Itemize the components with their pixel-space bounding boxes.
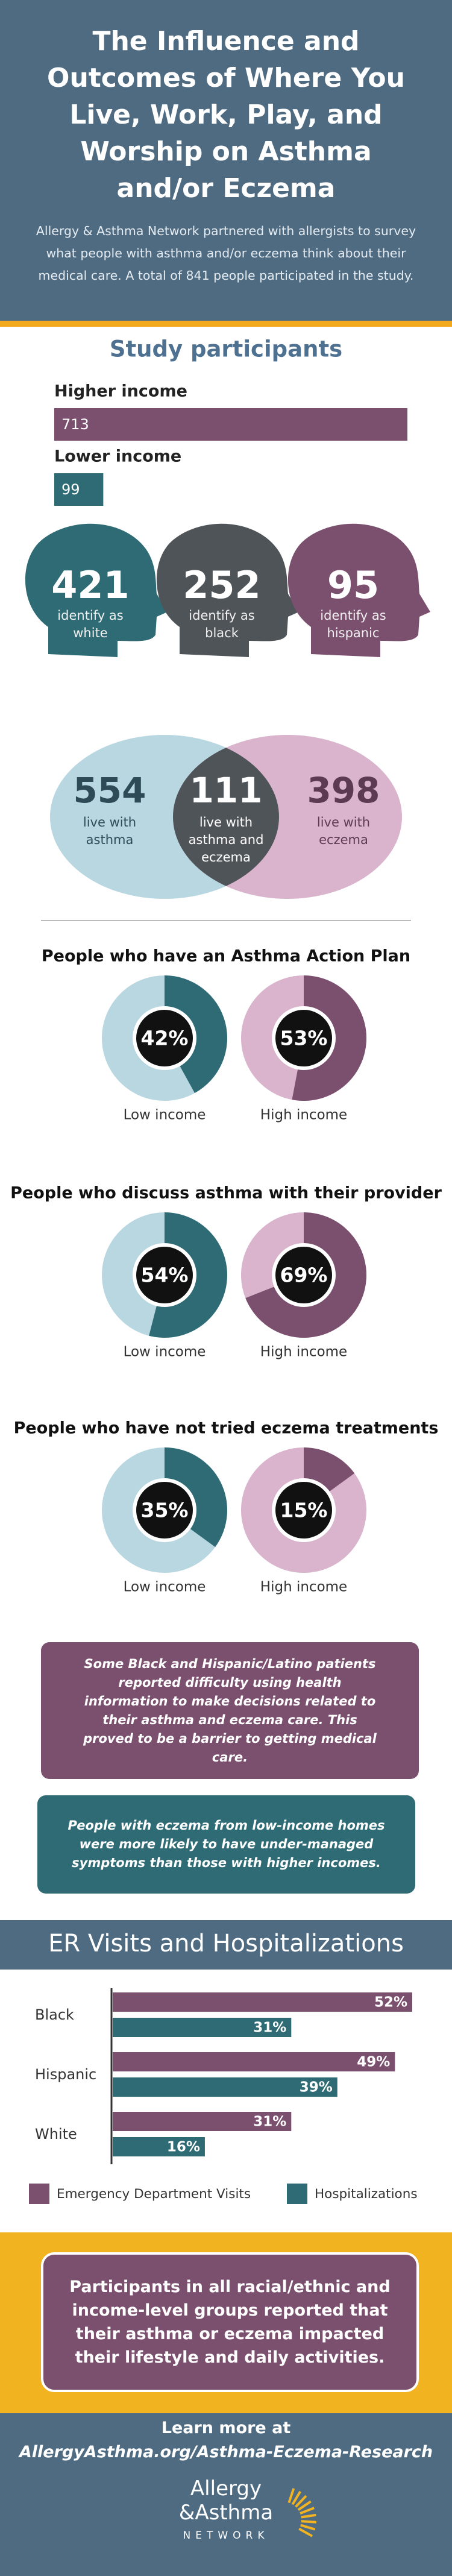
footer-lead: Learn more at: [161, 2419, 291, 2437]
value-label: 99: [61, 481, 80, 498]
header-subtitle: Allergy & Asthma Network partnered with …: [36, 224, 416, 283]
category-label: Black: [35, 2006, 74, 2023]
head-shape: [287, 523, 430, 657]
head-icon: [25, 523, 168, 657]
category-label: Low income: [124, 1107, 206, 1123]
bar: [113, 1992, 412, 2012]
category-label: White: [35, 2126, 77, 2143]
section-title: ER Visits and Hospitalizations: [48, 1930, 404, 1957]
head-label: identify as black: [189, 608, 255, 640]
category-label: Low income: [124, 1344, 206, 1360]
category-label: High income: [260, 1344, 347, 1360]
donut-center: [275, 1482, 332, 1538]
venn-label: live with asthma: [83, 815, 137, 847]
head-value: 421: [51, 563, 129, 607]
callout-box: People with eczema from low-income homes…: [37, 1795, 415, 1894]
bar: [113, 2052, 395, 2071]
value-label: 31%: [253, 2114, 286, 2130]
category-label: Lower income: [54, 447, 181, 466]
head-label: identify as white: [57, 608, 124, 640]
value-label: 49%: [357, 2055, 390, 2070]
value-label: 54%: [141, 1264, 189, 1287]
category-label: High income: [260, 1107, 347, 1123]
logo-text: Allergy: [190, 2477, 262, 2501]
value-label: 31%: [253, 2020, 286, 2036]
header-stripe: [0, 321, 452, 327]
value-label: 39%: [300, 2080, 333, 2096]
donut-center: [136, 1010, 193, 1066]
value-label: 69%: [280, 1264, 328, 1287]
bar: [54, 408, 407, 441]
donut-center: [136, 1482, 193, 1538]
head-value: 252: [183, 563, 260, 607]
donut-center: [136, 1247, 193, 1303]
logo-ray: [300, 2524, 316, 2531]
value-label: 713: [61, 416, 89, 433]
value-label: 42%: [141, 1027, 189, 1050]
callout-box: Participants in all racial/ethnic and in…: [41, 2252, 419, 2392]
legend-label: Hospitalizations: [315, 2187, 418, 2202]
callout-box: Some Black and Hispanic/Latino patients …: [41, 1642, 419, 1779]
footer-url[interactable]: AllergyAsthma.org/Asthma-Eczema-Research: [19, 2443, 433, 2461]
footer-bg: [0, 2413, 452, 2576]
bar: [113, 2077, 337, 2097]
venn-value: 554: [73, 770, 146, 811]
head-icon: [156, 523, 299, 657]
value-label: 15%: [280, 1499, 328, 1522]
legend-label: Emergency Department Visits: [57, 2187, 251, 2202]
value-label: 35%: [141, 1499, 189, 1522]
logo-text: NETWORK: [183, 2530, 269, 2542]
legend-swatch: [29, 2184, 49, 2204]
donut-center: [275, 1010, 332, 1066]
donut-center: [275, 1247, 332, 1303]
head-icon: [287, 523, 430, 657]
logo-text: &Asthma: [178, 2501, 274, 2525]
section-band: [0, 1920, 452, 1970]
head-shape: [156, 523, 299, 657]
bar: [54, 473, 104, 506]
value-label: 16%: [167, 2140, 200, 2155]
logo-ray: [298, 2527, 313, 2537]
logo-ray: [291, 2490, 301, 2505]
head-shape: [25, 523, 168, 657]
bar: [113, 2137, 205, 2156]
value-label: 53%: [280, 1027, 328, 1050]
category-label: Higher income: [54, 382, 187, 401]
section-title: People who discuss asthma with their pro…: [10, 1184, 442, 1203]
category-label: Hispanic: [35, 2066, 96, 2083]
section-title: Study participants: [110, 336, 342, 362]
header-title: The Influence and Outcomes of Where You …: [47, 26, 405, 204]
logo-ray: [300, 2507, 315, 2515]
logo-ray: [297, 2500, 312, 2511]
venn-value: 111: [189, 770, 262, 811]
bar: [113, 2018, 292, 2037]
donut-slice: [165, 1447, 227, 1548]
venn-overlap: [173, 735, 279, 899]
logo-ray: [295, 2495, 307, 2508]
header-bg: [0, 0, 452, 321]
venn-value: 398: [307, 770, 380, 811]
venn-label: live with asthma and eczema: [188, 815, 264, 864]
logo-ray: [301, 2513, 316, 2519]
legend-swatch: [287, 2184, 307, 2204]
value-label: 52%: [374, 1995, 407, 2011]
venn-label: live with eczema: [316, 815, 371, 847]
bar: [113, 2112, 292, 2131]
head-value: 95: [327, 563, 379, 607]
head-label: identify as hispanic: [320, 608, 386, 640]
logo-ray: [301, 2520, 317, 2524]
section-title: People who have not tried eczema treatme…: [14, 1419, 439, 1438]
section-title: People who have an Asthma Action Plan: [42, 947, 410, 966]
logo-ray: [287, 2488, 295, 2504]
category-label: High income: [260, 1579, 347, 1595]
category-label: Low income: [124, 1579, 206, 1595]
